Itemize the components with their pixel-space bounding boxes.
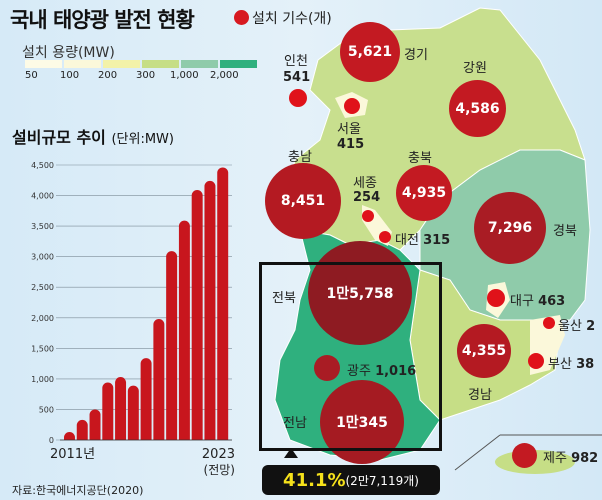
y-tick-label: 4,500 — [31, 161, 54, 170]
gyeongnam-label: 경남 — [468, 388, 492, 403]
sejong-dot — [362, 210, 374, 222]
callout-percent: 41.1% — [283, 469, 346, 491]
x-label-first: 2011년 — [50, 447, 95, 462]
gyeonggi-label: 경기 — [404, 48, 428, 63]
bar-2021 — [191, 190, 203, 440]
gyeonggi-circle: 5,621 — [340, 22, 400, 82]
y-tick-label: 2,000 — [31, 314, 54, 323]
y-tick-label: 3,000 — [31, 253, 54, 262]
seoul-label: 서울 — [337, 122, 361, 137]
bar-2022 — [204, 180, 216, 440]
gyeongbuk-label: 경북 — [553, 224, 577, 239]
capacity-tick: 100 — [60, 70, 80, 81]
bar-2018 — [153, 319, 165, 440]
capacity-swatch — [142, 60, 179, 68]
bar-2011 — [64, 432, 75, 440]
daegu-dot — [487, 289, 505, 307]
capacity-swatch — [25, 60, 62, 68]
callout-detail: (2만7,119개) — [345, 473, 419, 488]
y-tick-label: 500 — [39, 405, 54, 414]
gangwon-label: 강원 — [463, 61, 487, 76]
capacity-tick: 1,000 — [170, 70, 199, 81]
bar-2019 — [166, 251, 178, 440]
capacity-swatch — [103, 60, 140, 68]
incheon-label: 인천 — [284, 54, 308, 69]
daegu-label: 대구 463 — [510, 294, 566, 309]
capacity-swatch — [64, 60, 101, 68]
seoul-value: 415 — [337, 137, 365, 152]
gangwon-circle: 4,586 — [449, 80, 506, 137]
gyeongnam-circle: 4,355 — [457, 324, 511, 378]
jeju-label: 제주 982 — [543, 451, 599, 466]
jeonbuk-circle: 1만5,758 — [308, 241, 412, 345]
bar-2012 — [76, 419, 88, 440]
jeju-dot — [512, 443, 537, 468]
ulsan-dot — [543, 317, 555, 329]
bar-2015 — [115, 377, 127, 440]
busan-dot — [528, 353, 544, 369]
y-tick-label: 1,500 — [31, 344, 54, 353]
capacity-tick: 300 — [136, 70, 156, 81]
x-label-last: 2023 — [202, 447, 235, 462]
busan-label: 부산 38 — [548, 357, 595, 372]
highlight-box — [259, 262, 442, 451]
jeonbuk-label: 전북 — [272, 291, 296, 306]
page-title: 국내 태양광 발전 현황 — [10, 8, 195, 32]
gyeongbuk-circle: 7,296 — [474, 192, 546, 264]
bar-2023 — [217, 167, 229, 440]
x-label-note: (전망) — [204, 463, 235, 477]
sejong-value: 254 — [353, 190, 381, 205]
capacity-swatch — [181, 60, 218, 68]
legend-count-label: 설치 기수(개) — [252, 11, 332, 27]
source-note: 자료:한국에너지공단(2020) — [12, 484, 144, 497]
bar-2017 — [140, 358, 152, 440]
jeonnam-label: 전남 — [283, 416, 307, 431]
daejeon-dot — [379, 231, 391, 243]
callout-pointer — [284, 448, 298, 458]
incheon-dot — [289, 89, 307, 107]
sejong-label: 세종 — [353, 176, 377, 191]
chungbuk-label: 충북 — [408, 151, 432, 166]
gwangju-dot — [314, 355, 340, 381]
y-tick-label: 1,000 — [31, 375, 54, 384]
capacity-tick: 2,000 — [210, 70, 239, 81]
capacity-swatch — [220, 60, 257, 68]
bar-chart: 0 500 1,000 1,500 2,000 2,500 3,000 3,500 4,000 4… — [31, 161, 235, 477]
legend-dot-icon — [234, 10, 249, 25]
ulsan-label: 울산 2 — [558, 319, 596, 334]
chart-title: 설비규모 추이 (단위:MW) — [12, 128, 174, 147]
y-tick-label: 3,500 — [31, 222, 54, 231]
bar-2020 — [178, 220, 190, 440]
capacity-tick: 50 — [25, 70, 38, 81]
incheon-value: 541 — [283, 70, 311, 85]
chungnam-label: 충남 — [288, 150, 312, 165]
seoul-dot — [344, 98, 360, 114]
bar-2013 — [89, 409, 101, 440]
capacity-tick: 200 — [98, 70, 118, 81]
bar-2016 — [127, 385, 139, 440]
chungnam-circle: 8,451 — [265, 163, 341, 239]
capacity-legend-label: 설치 용량(MW) — [22, 45, 115, 61]
daejeon-label: 대전 315 — [395, 233, 451, 248]
gwangju-label: 광주 1,016 — [347, 364, 417, 379]
y-tick-label: 0 — [49, 436, 54, 445]
bar-2014 — [102, 382, 114, 440]
chungbuk-circle: 4,935 — [396, 165, 452, 221]
y-tick-label: 2,500 — [31, 283, 54, 292]
jeju-divider — [454, 434, 501, 471]
callout-box: 41.1% (2만7,119개) — [262, 465, 440, 495]
y-tick-label: 4,000 — [31, 192, 54, 201]
